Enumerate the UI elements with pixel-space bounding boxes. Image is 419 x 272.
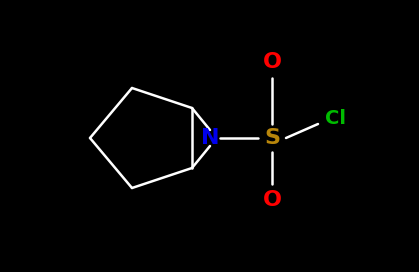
Text: O: O	[262, 190, 282, 210]
Text: N: N	[201, 128, 219, 148]
Text: S: S	[264, 128, 280, 148]
Text: Cl: Cl	[326, 109, 347, 128]
Text: O: O	[262, 52, 282, 72]
